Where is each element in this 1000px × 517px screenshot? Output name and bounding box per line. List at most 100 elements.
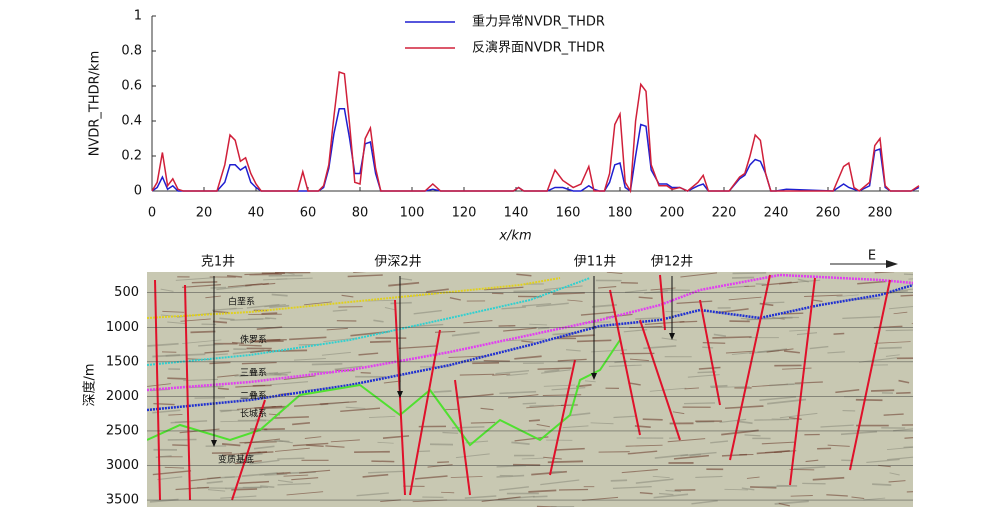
texture-stroke [283,474,309,477]
texture-stroke [888,480,906,483]
texture-stroke [276,471,291,475]
texture-stroke [167,377,186,380]
texture-stroke [788,417,802,420]
texture-stroke [269,304,290,309]
texture-stroke [903,273,913,276]
texture-stroke [427,464,453,468]
y-tick-label: 500 [114,285,139,300]
texture-stroke [544,369,560,373]
x-tick-label: 180 [608,206,633,221]
texture-stroke [794,381,823,384]
texture-stroke [537,327,550,330]
texture-stroke [661,337,677,341]
texture-stroke [811,299,823,302]
texture-stroke [783,350,800,354]
texture-stroke [434,330,456,333]
texture-stroke [521,457,545,460]
texture-stroke [241,361,277,365]
texture-stroke [820,424,854,428]
series-line [151,70,920,194]
texture-stroke [833,332,845,335]
x-tick-label: 0 [148,206,156,221]
texture-stroke [147,342,179,347]
texture-stroke [270,381,309,386]
texture-stroke [304,301,332,306]
texture-stroke [728,296,762,301]
texture-stroke [415,475,448,480]
texture-stroke [503,327,537,332]
texture-stroke [526,404,566,409]
texture-stroke [713,333,727,337]
texture-stroke [501,306,526,310]
texture-stroke [782,367,812,370]
texture-stroke [529,404,554,407]
texture-stroke [537,367,572,370]
texture-stroke [293,358,326,361]
texture-stroke [220,495,257,499]
texture-stroke [311,362,343,366]
texture-stroke [652,475,670,479]
texture-stroke [702,341,726,344]
texture-stroke [778,502,790,507]
texture-stroke [812,476,845,481]
texture-stroke [741,487,755,491]
texture-stroke [231,341,245,345]
texture-stroke [246,452,263,457]
x-tick-label: 80 [352,206,369,221]
x-tick-label: 40 [248,206,265,221]
texture-stroke [274,447,310,452]
texture-stroke [370,340,391,343]
texture-stroke [321,351,351,356]
texture-stroke [898,379,910,384]
texture-stroke [437,461,450,464]
texture-stroke [382,435,410,439]
texture-stroke [277,482,311,486]
y-tick-label: 3000 [106,458,139,473]
well-arrowhead [669,333,675,340]
texture-stroke [903,446,913,449]
texture-stroke [220,409,232,413]
texture-stroke [555,447,585,451]
texture-stroke [724,488,748,491]
horizon-magenta [147,273,913,392]
formation-label: 变质基底 [218,454,254,466]
texture-stroke [866,458,900,464]
texture-stroke [621,468,658,474]
texture-stroke [212,320,228,324]
formation-label: 白垩系 [228,296,255,308]
texture-stroke [540,479,580,486]
texture-stroke [325,445,345,448]
texture-stroke [274,439,290,443]
texture-stroke [235,460,262,465]
texture-stroke [695,475,723,479]
texture-stroke [175,486,209,491]
texture-stroke [689,453,701,457]
texture-stroke [744,434,761,437]
texture-stroke [598,286,617,289]
texture-stroke [874,272,895,274]
texture-stroke [326,327,348,331]
texture-stroke [383,380,401,384]
texture-stroke [259,407,286,410]
texture-stroke [857,280,886,285]
texture-stroke [204,350,230,354]
texture-stroke [893,428,913,432]
texture-stroke [835,389,860,394]
texture-stroke [229,307,244,310]
series-line [151,108,920,193]
texture-stroke [683,402,715,405]
texture-stroke [441,491,455,494]
texture-stroke [219,317,235,321]
texture-stroke [659,492,674,496]
texture-stroke [624,289,648,293]
texture-stroke [612,485,652,490]
texture-stroke [277,479,293,484]
y-tick-label: 1500 [106,354,139,369]
texture-stroke [900,294,913,297]
texture-stroke [665,489,682,493]
x-tick-label: 20 [196,206,213,221]
texture-stroke [779,281,799,285]
texture-stroke [908,278,913,280]
texture-stroke [836,294,859,298]
